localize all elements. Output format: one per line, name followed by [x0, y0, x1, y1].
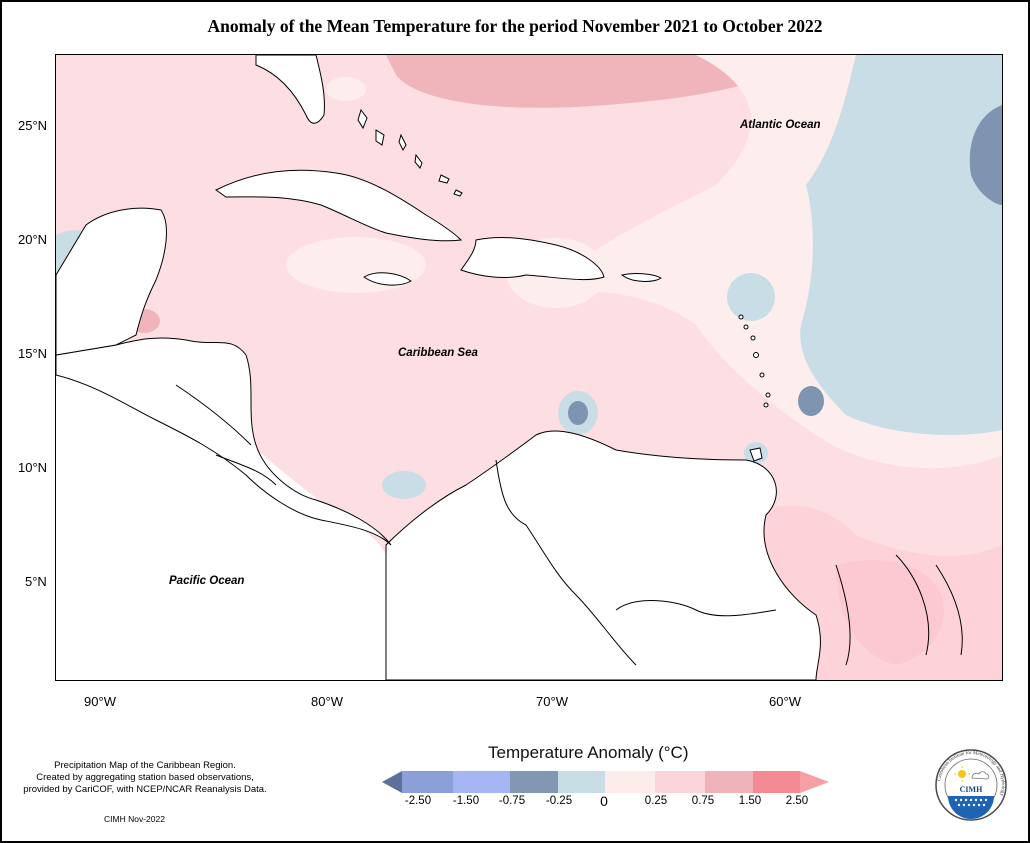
jamaica-land — [363, 272, 412, 286]
legend-tick-8: 1.50 — [738, 795, 762, 807]
sun-icon — [958, 770, 966, 778]
anomaly-patch-cold-2 — [568, 401, 588, 425]
central-america-land — [56, 337, 392, 546]
cuba-land — [215, 169, 463, 242]
footnote-line-3: provided by CariCOF, with NCEP/NCAR Rean… — [23, 784, 267, 795]
legend-swatch-3 — [510, 771, 558, 793]
country-borders — [175, 384, 963, 666]
legend-swatch-7 — [705, 771, 753, 793]
lon-label-90w: 90°W — [84, 694, 116, 709]
anomaly-patch-neutral-3 — [326, 77, 366, 101]
lat-label-10n: 10°N — [18, 460, 48, 475]
legend-swatch-8 — [753, 771, 800, 793]
florida-land — [255, 55, 325, 124]
footnote: Precipitation Map of the Caribbean Regio… — [10, 760, 280, 796]
hispaniola-land — [460, 237, 605, 281]
legend-arrow-left — [382, 771, 402, 793]
footnote-line-2: Created by aggregating station based obs… — [36, 772, 254, 783]
lon-label-70w: 70°W — [536, 694, 568, 709]
legend-colorbar — [382, 771, 829, 793]
yucatan-land — [56, 207, 167, 356]
caribbean-sea-label: Caribbean Sea — [398, 347, 478, 359]
south-america-land — [385, 430, 821, 680]
cloud-icon — [971, 771, 990, 780]
lesser-antilles-islands — [738, 314, 771, 462]
anomaly-zone-cool-east — [800, 55, 1002, 435]
anomaly-patch-cold-1 — [798, 386, 824, 416]
legend-tick-7: 0.75 — [691, 795, 715, 807]
legend-tick-5: 0 — [600, 793, 608, 809]
legend-tick-2: -1.50 — [452, 795, 480, 807]
legend-swatch-6 — [655, 771, 705, 793]
lon-label-80w: 80°W — [311, 694, 343, 709]
map-title: Anomaly of the Mean Temperature for the … — [207, 16, 823, 36]
pacific-no-data — [56, 355, 386, 680]
legend-tick-4: -0.25 — [545, 795, 573, 807]
legend-swatch-1 — [402, 771, 453, 793]
anomaly-zone-warm-north — [386, 55, 796, 108]
bahamas-islands — [357, 108, 463, 197]
anomaly-patch-cool-4 — [382, 471, 426, 499]
map-graphic — [56, 55, 1002, 680]
anomaly-zone-cold-east — [969, 105, 1002, 205]
water-icon — [948, 796, 994, 819]
atlantic-ocean-label: Atlantic Ocean — [740, 119, 821, 131]
anomaly-map — [55, 54, 1003, 681]
anomaly-patch-cool-1 — [727, 273, 775, 321]
cimh-logo: CIMH Caribbean Institute for Meteorology… — [935, 749, 1007, 821]
lon-label-60w: 60°W — [769, 694, 801, 709]
pacific-ocean-label: Pacific Ocean — [169, 575, 245, 587]
anomaly-patch-neutral-1 — [286, 237, 426, 293]
puerto-rico-land — [620, 273, 662, 282]
legend-tick-9: 2.50 — [785, 795, 809, 807]
legend-swatch-4 — [558, 771, 605, 793]
lat-label-20n: 20°N — [18, 232, 48, 247]
footnote-line-1: Precipitation Map of the Caribbean Regio… — [54, 760, 236, 771]
lat-label-15n: 15°N — [18, 346, 48, 361]
anomaly-zone-warm-guyana — [836, 560, 944, 665]
legend-swatch-2 — [453, 771, 510, 793]
legend-title: Temperature Anomaly (°C) — [488, 743, 689, 762]
lat-label-5n: 5°N — [25, 574, 47, 589]
legend-arrow-right — [800, 771, 829, 793]
credit-text: CIMH Nov-2022 — [104, 814, 165, 824]
legend-tick-3: -0.75 — [498, 795, 526, 807]
legend-swatch-5 — [605, 771, 655, 793]
logo-text: CIMH — [960, 785, 983, 794]
legend-tick-1: -2.50 — [404, 795, 432, 807]
legend-tick-6: 0.25 — [644, 795, 668, 807]
lat-label-25n: 25°N — [18, 118, 48, 133]
